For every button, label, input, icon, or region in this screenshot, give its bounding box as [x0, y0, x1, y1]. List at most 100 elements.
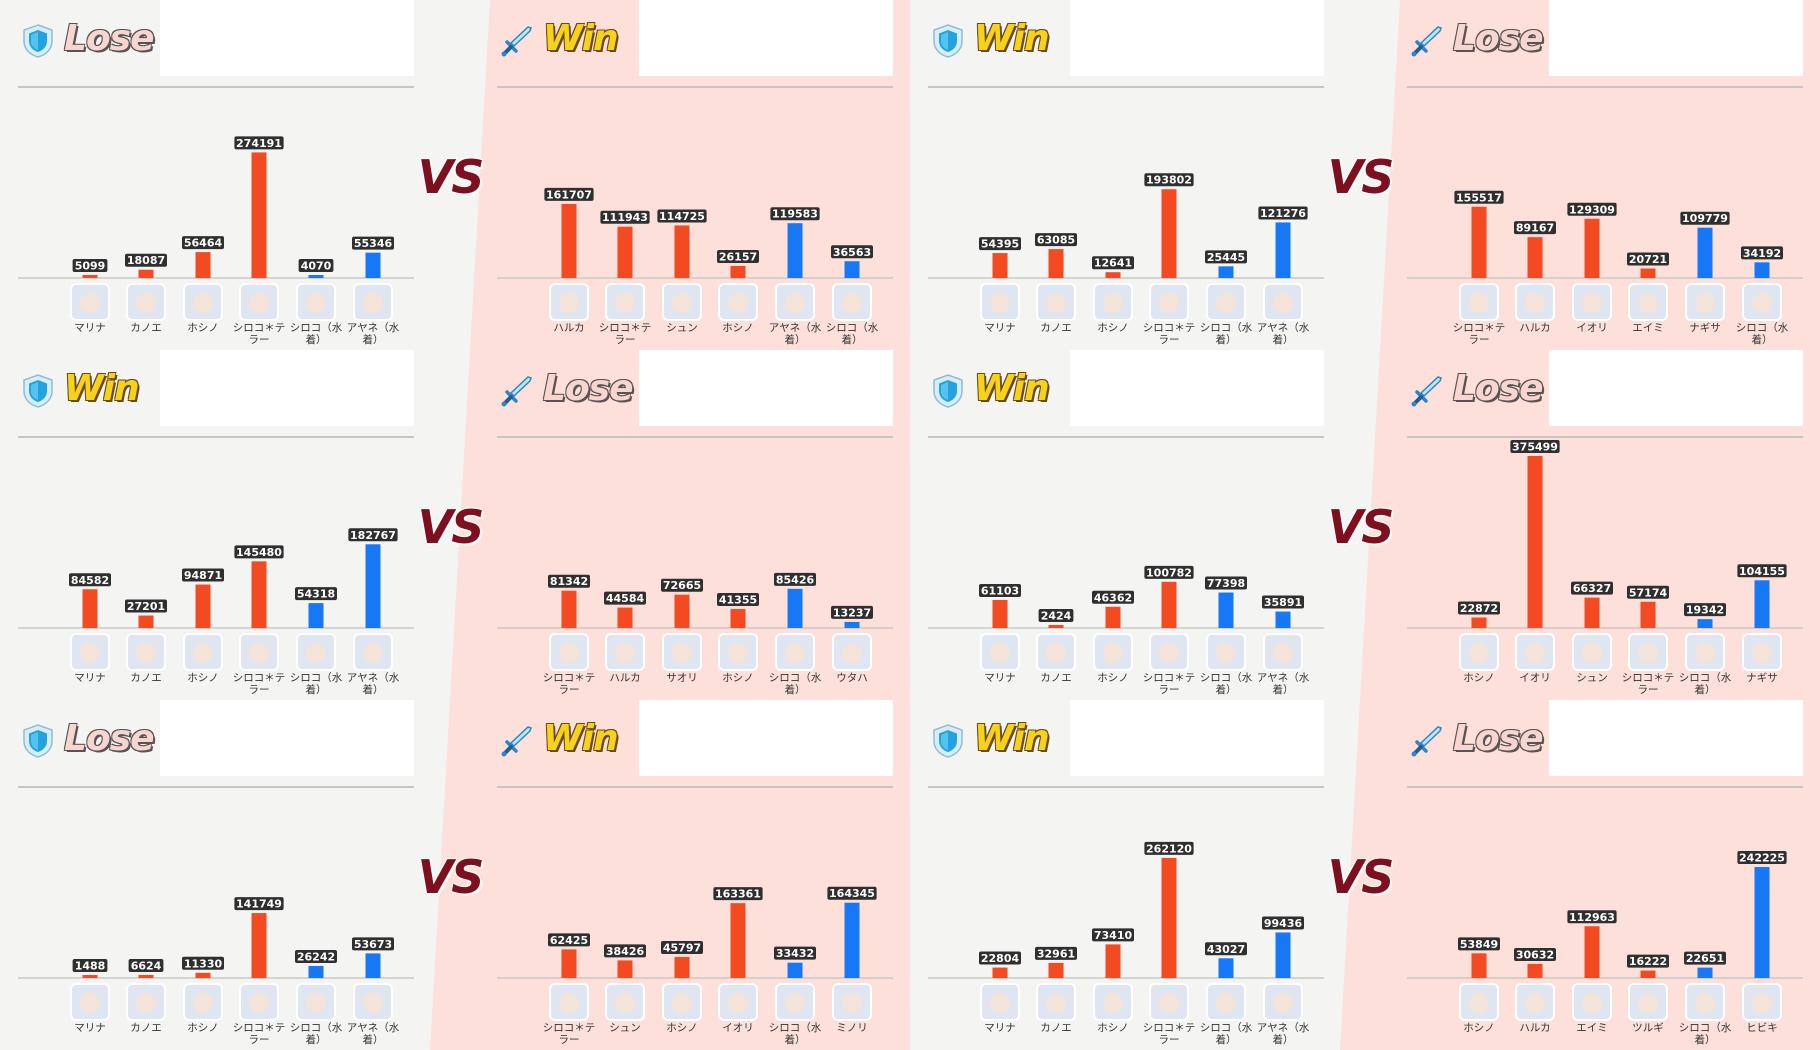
bar [1048, 962, 1064, 978]
value-label-bg [1205, 250, 1247, 264]
value-label: 19342 [1686, 604, 1724, 617]
value-label-bg [1092, 590, 1134, 604]
avatar-face [136, 643, 156, 663]
value-label: 72665 [663, 579, 701, 592]
value-label-bg [1035, 233, 1077, 247]
value-label: 54395 [981, 238, 1019, 251]
avatar-face [615, 643, 635, 663]
bar [251, 561, 267, 628]
category-label: ホシノ [1097, 1022, 1129, 1034]
white-box [1070, 350, 1324, 426]
value-label-bg [1514, 947, 1556, 961]
category-label: ホシノ [1463, 1022, 1495, 1034]
value-label-bg [234, 897, 284, 911]
bar [138, 615, 154, 628]
avatar-face [615, 993, 635, 1013]
value-label: 81342 [550, 575, 588, 588]
avatar-face [1752, 993, 1772, 1013]
category-label: アヤネ（水着） [347, 322, 400, 346]
category-label: イオリ [722, 1022, 754, 1034]
bar [787, 223, 803, 278]
value-label: 27201 [127, 600, 165, 613]
value-label-bg [1144, 565, 1194, 579]
value-label: 77398 [1207, 577, 1245, 590]
avatar-face [1103, 293, 1123, 313]
category-label: ナギサ [1689, 322, 1721, 334]
bar [308, 965, 324, 978]
category-label: ハルカ [1519, 322, 1550, 334]
bar [1218, 266, 1234, 278]
bar [617, 607, 633, 628]
value-label-bg [1258, 206, 1308, 220]
avatar-face [1273, 293, 1293, 313]
bar [1218, 958, 1234, 978]
value-label: 11330 [184, 957, 223, 970]
avatar-face [80, 993, 100, 1013]
category-label: アヤネ（水着） [1257, 322, 1310, 346]
value-label-bg [548, 574, 590, 588]
white-box [1070, 700, 1324, 776]
category-label: シロコ（水着） [290, 672, 343, 696]
bar-chart: 22804 マリナ 32961 カノエ 73410 ホシノ 262120 シロコ＊テラー 430… [928, 841, 1324, 1046]
value-label: 41355 [719, 594, 757, 607]
avatar-face [136, 293, 156, 313]
value-label-bg [1514, 221, 1556, 235]
avatar-face [306, 643, 326, 663]
category-label: ホシノ [187, 322, 219, 334]
category-label: ホシノ [722, 322, 754, 334]
bar [1754, 262, 1770, 278]
category-label: シロコ＊テラー [543, 672, 596, 696]
white-box [1549, 0, 1803, 76]
value-label: 163361 [715, 888, 761, 901]
value-label: 25445 [1207, 251, 1245, 264]
value-label-bg [1737, 851, 1787, 865]
bar-chart: 54395 マリナ 63085 カノエ 12641 ホシノ 193802 シロコ＊テラー 254… [928, 173, 1324, 346]
category-label: エイミ [1576, 1022, 1608, 1034]
bar [1161, 189, 1177, 278]
value-label: 62425 [550, 934, 588, 947]
avatar-face [728, 993, 748, 1013]
category-label: シロコ（水着） [1679, 1022, 1732, 1046]
value-label-bg [72, 959, 108, 972]
value-label-bg [1741, 246, 1783, 260]
category-label: マリナ [984, 672, 1016, 684]
bar [1275, 932, 1291, 978]
value-label: 61103 [981, 585, 1019, 598]
bar [1105, 272, 1121, 278]
avatar-face [80, 293, 100, 313]
header-separator [497, 436, 893, 438]
value-label: 114725 [659, 210, 705, 223]
value-label: 45797 [663, 942, 701, 955]
header-separator [1407, 786, 1803, 788]
defense-panel: Lose 1488 マリナ 6624 カノエ 11330 ホシノ 141749 シロコ＊テラー 2… [18, 700, 418, 1046]
value-label-bg [1144, 173, 1194, 187]
avatar-face [249, 293, 269, 313]
bar [730, 266, 746, 278]
bar [992, 600, 1008, 628]
avatar-face [1103, 993, 1123, 1013]
bar [195, 972, 211, 978]
bar [617, 226, 633, 278]
value-label: 2424 [1041, 610, 1072, 623]
value-label-bg [1627, 585, 1669, 599]
category-label: ハルカ [609, 672, 640, 684]
bar [365, 953, 381, 978]
value-label: 1488 [75, 960, 106, 973]
avatar-face [1582, 293, 1602, 313]
header-separator [18, 86, 414, 88]
value-label: 100782 [1146, 566, 1192, 579]
avatar-face [1525, 293, 1545, 313]
avatar-face [1469, 993, 1489, 1013]
category-label: ツルギ [1632, 1022, 1664, 1034]
value-label: 6624 [131, 959, 162, 972]
value-label-bg [831, 605, 873, 619]
attack-panel: Lose 81342 シロコ＊テラー 44584 ハルカ 72665 サオリ 41355 ホシノ… [497, 350, 897, 696]
value-label-bg [1567, 202, 1617, 216]
avatar-face [1046, 293, 1066, 313]
value-label-bg [774, 572, 816, 586]
vs-label: VS [417, 150, 485, 204]
white-box [639, 350, 893, 426]
avatar-face [1103, 643, 1123, 663]
value-label-bg [234, 545, 284, 559]
bar [195, 584, 211, 628]
